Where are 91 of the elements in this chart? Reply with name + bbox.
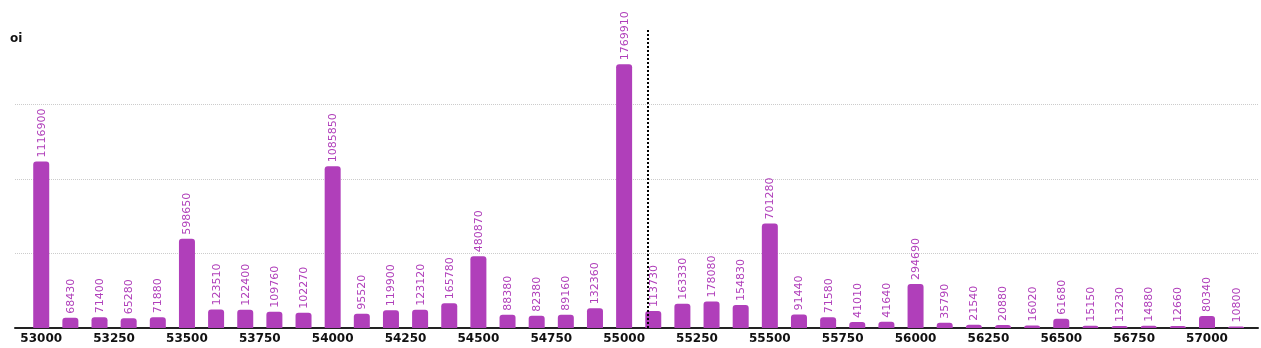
bar	[761, 223, 778, 328]
bar	[353, 313, 370, 328]
data-label: 1085850	[326, 113, 340, 163]
data-label: 16020	[1025, 286, 1039, 322]
data-label: 15150	[1083, 286, 1097, 322]
data-label: 13230	[1113, 287, 1127, 323]
data-label: 71880	[151, 278, 165, 314]
bar	[674, 303, 691, 328]
bar	[820, 317, 837, 328]
bar	[499, 314, 516, 328]
bar	[178, 238, 195, 328]
x-tick-label: 55750	[821, 331, 864, 345]
bar	[120, 318, 137, 328]
data-label: 35790	[938, 283, 952, 319]
x-tick-label: 56500	[1040, 331, 1083, 345]
data-label: 123510	[209, 263, 223, 306]
bar	[324, 166, 341, 328]
data-label: 480870	[471, 210, 485, 253]
data-label: 41010	[850, 282, 864, 318]
data-label: 1116900	[34, 108, 48, 158]
x-tick-label: 53250	[93, 331, 135, 345]
bar	[616, 64, 633, 328]
x-tick-label: 55500	[748, 331, 791, 345]
data-label: 14880	[1142, 286, 1156, 322]
x-tick-label: 57000	[1186, 331, 1228, 345]
data-label: 154830	[734, 258, 748, 301]
data-label: 113730	[646, 265, 660, 308]
data-label: 123120	[413, 263, 427, 306]
x-tick-label: 53500	[166, 331, 208, 345]
x-tick-label: 54750	[530, 331, 573, 345]
data-label: 163330	[675, 257, 689, 300]
data-label: 701280	[763, 177, 777, 220]
bar	[528, 315, 545, 328]
bar	[149, 317, 166, 328]
bar	[645, 311, 662, 328]
data-label: 294690	[909, 238, 923, 281]
bar	[266, 311, 283, 328]
data-label: 598650	[180, 192, 194, 235]
x-tick-label: 55250	[676, 331, 718, 345]
x-tick-label: 53750	[238, 331, 281, 345]
bar	[1053, 318, 1070, 328]
bar	[907, 284, 924, 328]
bar	[1199, 316, 1215, 328]
bar	[208, 309, 225, 328]
bar	[382, 310, 399, 328]
data-label: 61680	[1054, 279, 1068, 315]
data-label: 71400	[93, 278, 107, 314]
x-tick-label: 55000	[603, 331, 645, 345]
bar	[470, 256, 487, 328]
data-label: 109760	[267, 265, 281, 308]
bar	[703, 301, 720, 328]
bar	[91, 317, 108, 328]
bar	[62, 317, 79, 328]
x-tick-label: 54500	[457, 331, 500, 345]
data-label: 82380	[530, 276, 544, 312]
data-label: 165780	[442, 257, 456, 300]
data-label: 178080	[705, 255, 719, 298]
x-tick-label: 56750	[1113, 331, 1156, 345]
data-label: 122400	[238, 263, 252, 306]
data-label: 95520	[355, 274, 369, 310]
data-label: 80340	[1200, 277, 1214, 313]
data-label: 41640	[879, 282, 893, 318]
bar	[441, 303, 458, 328]
data-label: 88380	[501, 275, 515, 311]
x-tick-label: 54250	[384, 331, 427, 345]
x-tick-label: 56250	[967, 331, 1010, 345]
data-label: 21540	[967, 285, 981, 321]
y-axis-title: oi	[10, 31, 23, 45]
data-label: 91440	[792, 275, 806, 311]
x-tick-label: 56000	[894, 331, 937, 345]
data-label: 102270	[297, 266, 311, 309]
bar	[295, 312, 312, 328]
data-label: 10800	[1229, 287, 1243, 323]
bar	[557, 314, 574, 328]
bar	[33, 161, 50, 328]
x-tick-label: 53000	[20, 331, 63, 345]
data-label: 1769910	[617, 11, 631, 61]
data-label: 71580	[821, 278, 835, 314]
bar	[237, 309, 254, 328]
data-label: 68430	[63, 278, 77, 314]
x-tick-label: 54000	[311, 331, 354, 345]
data-label: 132360	[588, 262, 602, 305]
data-label: 65280	[122, 279, 136, 315]
data-label: 12660	[1171, 287, 1185, 323]
bar	[732, 304, 749, 328]
data-label: 20880	[996, 285, 1010, 321]
data-label: 119900	[384, 264, 398, 307]
data-label: 89160	[559, 275, 573, 311]
bar	[790, 314, 807, 328]
bar	[412, 309, 429, 328]
bar	[586, 308, 603, 328]
